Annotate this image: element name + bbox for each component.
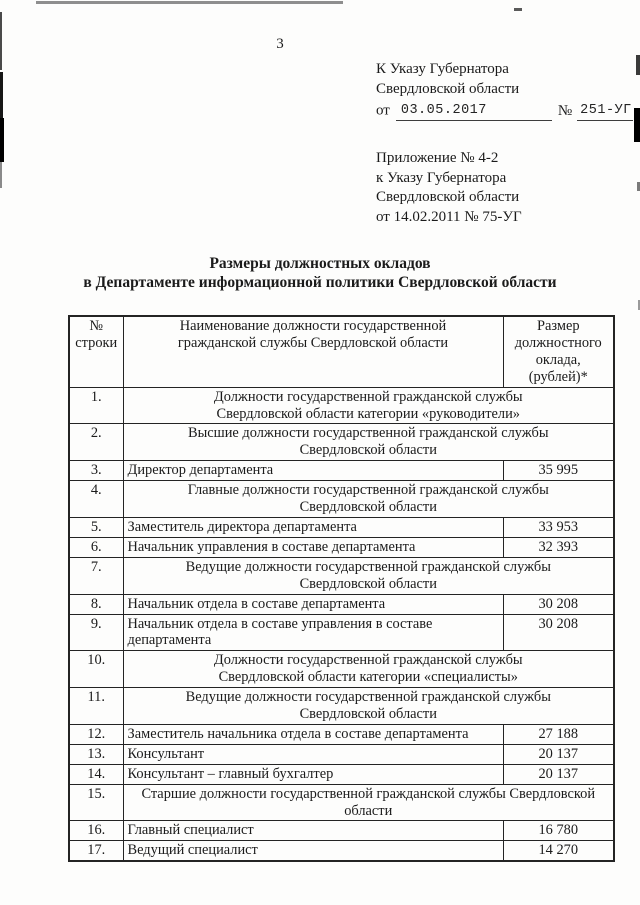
scan-artifact-left-edge — [0, 12, 2, 70]
position-cell: Директор департамента — [122, 460, 504, 482]
category-cell: Ведущие должности государственной гражда… — [122, 687, 615, 725]
salary-cell: 20 137 — [502, 743, 615, 765]
decree-number: 251-УГ — [580, 103, 632, 118]
row-number-cell: 12. — [68, 723, 124, 745]
salary-cell: 16 780 — [502, 820, 615, 842]
table-header-row: № строки Наименование должности государс… — [68, 315, 615, 388]
salary-cell: 14 270 — [502, 840, 615, 862]
table-row: 14. Консультант – главный бухгалтер 20 137 — [68, 763, 615, 785]
position-cell: Ведущий специалист — [122, 840, 504, 862]
decree-reference-line: К Указу Губернатора — [376, 61, 509, 77]
appendix-reference-block: Приложение № 4-2 к Указу Губернатора Све… — [376, 149, 626, 227]
appendix-reference-line: Приложение № 4-2 — [376, 150, 499, 166]
salary-cell: 35 995 — [502, 460, 615, 482]
scan-artifact-left-edge — [0, 118, 4, 162]
table-row: 5. Заместитель директора департамента 33 9… — [68, 516, 615, 538]
table-row: 11. Ведущие должности государственной гра… — [68, 687, 615, 725]
row-number-cell: 3. — [68, 460, 124, 482]
table-row: 12. Заместитель начальника отдела в соста… — [68, 723, 615, 745]
scan-artifact-left-edge — [0, 162, 2, 188]
document-title: Размеры должностных окладов в Департамен… — [40, 254, 600, 292]
number-underline-field: 251-УГ — [577, 100, 634, 121]
category-cell: Должности государственной гражданской сл… — [122, 386, 615, 425]
scan-artifact-right-edge — [636, 55, 640, 75]
category-cell: Высшие должности государственной граждан… — [122, 423, 615, 462]
row-number-cell: 15. — [68, 783, 124, 822]
table-row: 2. Высшие должности государственной гражд… — [68, 423, 615, 462]
salary-cell: 27 188 — [502, 723, 615, 745]
row-number-cell: 1. — [68, 386, 124, 425]
category-cell: Старшие должности государственной гражда… — [122, 783, 615, 822]
salary-cell: 30 208 — [502, 613, 615, 652]
table-row: 9. Начальник отдела в составе управления … — [68, 613, 615, 652]
salary-table-body: 1. Должности государственной гражданской … — [68, 386, 615, 862]
scan-artifact-left-edge — [0, 72, 3, 118]
decree-date-number-line: от 03.05.2017 № 251-УГ — [376, 100, 634, 121]
number-sign-label: № — [557, 102, 573, 119]
table-row: 13. Консультант 20 137 — [68, 743, 615, 765]
category-cell: Главные должности государственной гражда… — [122, 480, 615, 518]
page-number: 3 — [276, 36, 284, 52]
row-number-cell: 6. — [68, 536, 124, 558]
scan-artifact-right-edge — [634, 108, 640, 142]
row-number-cell: 5. — [68, 516, 124, 538]
salary-cell: 33 953 — [502, 516, 615, 538]
header-salary-size: Размер должностного оклада, (рублей)* — [502, 315, 615, 388]
scan-artifact-right-edge — [637, 182, 640, 191]
row-number-cell: 10. — [68, 650, 124, 689]
decree-reference-block: К Указу Губернатора Свердловской области… — [376, 60, 634, 121]
header-row-number: № строки — [68, 315, 124, 388]
table-row: 1. Должности государственной гражданской … — [68, 386, 615, 425]
header-position-name: Наименование должности государственной г… — [122, 315, 504, 388]
position-cell: Начальник управления в составе департаме… — [122, 536, 504, 558]
appendix-reference-line: от 14.02.2011 № 75-УГ — [376, 208, 522, 225]
table-row: 3. Директор департамента 35 995 — [68, 460, 615, 482]
table-row: 4. Главные должности государственной граж… — [68, 480, 615, 518]
document-title-line: Размеры должностных окладов — [209, 255, 431, 272]
table-row: 6. Начальник управления в составе департа… — [68, 536, 615, 558]
table-row: 15. Старшие должности государственной гра… — [68, 783, 615, 822]
category-cell: Ведущие должности государственной гражда… — [122, 556, 615, 595]
row-number-cell: 14. — [68, 763, 124, 785]
table-row: 16. Главный специалист 16 780 — [68, 820, 615, 842]
from-label: от — [376, 102, 390, 119]
appendix-reference-line: Свердловской области — [376, 189, 520, 205]
scan-artifact-right-edge — [514, 8, 522, 11]
salary-cell: 20 137 — [502, 763, 615, 785]
position-cell: Начальник отдела в составе управления в … — [122, 613, 504, 652]
row-number-cell: 17. — [68, 840, 124, 862]
position-cell: Заместитель директора департамента — [122, 516, 504, 538]
salary-cell: 30 208 — [502, 593, 615, 615]
position-cell: Консультант — [122, 743, 504, 765]
scan-artifact-right-edge — [638, 300, 640, 310]
table-row: 7. Ведущие должности государственной граж… — [68, 556, 615, 595]
salary-cell: 32 393 — [502, 536, 615, 558]
row-number-cell: 2. — [68, 423, 124, 462]
row-number-cell: 13. — [68, 743, 124, 765]
date-underline-field: 03.05.2017 — [395, 100, 552, 121]
table-row: 10. Должности государственной гражданской… — [68, 650, 615, 689]
row-number-cell: 11. — [68, 687, 124, 725]
row-number-cell: 7. — [68, 556, 124, 595]
category-cell: Должности государственной гражданской сл… — [122, 650, 615, 689]
decree-date: 03.05.2017 — [400, 103, 487, 118]
row-number-cell: 9. — [68, 613, 124, 652]
table-row: 17. Ведущий специалист 14 270 — [68, 840, 615, 862]
table-row: 8. Начальник отдела в составе департамент… — [68, 593, 615, 615]
decree-reference-line: Свердловской области — [376, 80, 520, 97]
row-number-cell: 16. — [68, 820, 124, 842]
row-number-cell: 8. — [68, 593, 124, 615]
position-cell: Консультант – главный бухгалтер — [122, 763, 504, 785]
row-number-cell: 4. — [68, 480, 124, 518]
position-cell: Заместитель начальника отдела в составе … — [122, 723, 504, 745]
scan-artifact-top-line — [36, 1, 343, 4]
position-cell: Начальник отдела в составе департамента — [122, 593, 504, 615]
document-title-line: в Департаменте информационной политики С… — [83, 274, 557, 291]
position-cell: Главный специалист — [122, 820, 504, 842]
appendix-reference-line: к Указу Губернатора — [376, 169, 507, 186]
salary-table: № строки Наименование должности государс… — [68, 315, 615, 863]
